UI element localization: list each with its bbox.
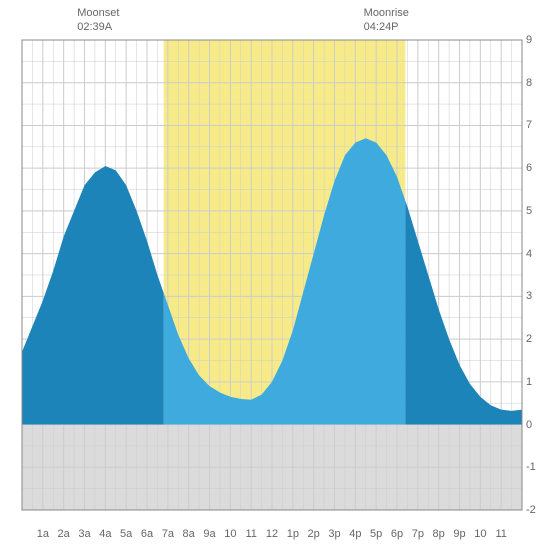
x-tick-label: 6a — [141, 528, 153, 540]
y-tick-label: 3 — [526, 290, 544, 302]
y-tick-label: 7 — [526, 119, 544, 131]
moonrise-time: 04:24P — [364, 20, 409, 34]
x-tick-label: 6p — [391, 528, 403, 540]
moonrise-annotation: Moonrise 04:24P — [364, 6, 409, 35]
x-tick-label: 10 — [224, 528, 236, 540]
x-tick-label: 8p — [433, 528, 445, 540]
x-tick-label: 5a — [120, 528, 132, 540]
x-tick-label: 12 — [266, 528, 278, 540]
moonrise-label: Moonrise — [364, 6, 409, 20]
moonset-label: Moonset — [77, 6, 119, 20]
x-tick-label: 1a — [37, 528, 49, 540]
x-tick-label: 3p — [328, 528, 340, 540]
x-tick-label: 2a — [58, 528, 70, 540]
moonset-time: 02:39A — [77, 20, 119, 34]
x-tick-label: 10 — [474, 528, 486, 540]
y-tick-label: 9 — [526, 34, 544, 46]
y-tick-label: 1 — [526, 376, 544, 388]
tide-chart: Moonset 02:39A Moonrise 04:24P -2-101234… — [0, 0, 550, 550]
y-tick-label: 6 — [526, 162, 544, 174]
y-tick-label: 4 — [526, 248, 544, 260]
x-tick-label: 8a — [183, 528, 195, 540]
y-tick-label: 0 — [526, 419, 544, 431]
x-tick-label: 9p — [453, 528, 465, 540]
x-tick-label: 4p — [349, 528, 361, 540]
x-tick-label: 7a — [162, 528, 174, 540]
x-tick-label: 4a — [99, 528, 111, 540]
x-tick-label: 11 — [495, 528, 506, 540]
chart-canvas — [0, 0, 550, 550]
x-tick-label: 7p — [412, 528, 424, 540]
x-tick-label: 1p — [287, 528, 299, 540]
x-tick-label: 2p — [308, 528, 320, 540]
y-tick-label: 8 — [526, 77, 544, 89]
y-tick-label: 2 — [526, 333, 544, 345]
y-tick-label: -1 — [526, 461, 544, 473]
x-tick-label: 11 — [245, 528, 256, 540]
moonset-annotation: Moonset 02:39A — [77, 6, 119, 35]
x-tick-label: 9a — [203, 528, 215, 540]
y-tick-label: -2 — [526, 504, 544, 516]
y-tick-label: 5 — [526, 205, 544, 217]
x-tick-label: 3a — [78, 528, 90, 540]
x-tick-label: 5p — [370, 528, 382, 540]
